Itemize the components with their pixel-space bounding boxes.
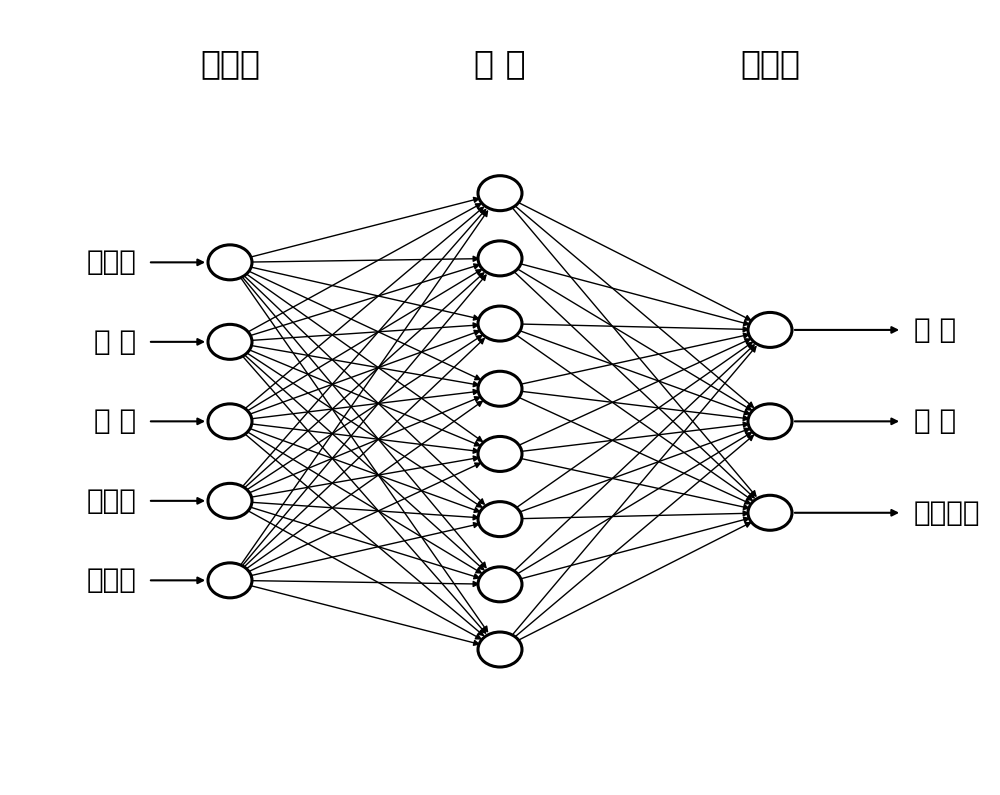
Text: 伸 舌: 伸 舌 <box>914 316 956 344</box>
Text: 标准差: 标准差 <box>86 248 136 277</box>
Text: 卷 舌: 卷 舌 <box>914 407 956 436</box>
Text: 均 值: 均 值 <box>94 328 136 356</box>
Circle shape <box>748 495 792 530</box>
Circle shape <box>208 404 252 439</box>
Circle shape <box>478 502 522 537</box>
Circle shape <box>478 371 522 406</box>
Circle shape <box>478 567 522 602</box>
Text: 隐 层: 隐 层 <box>474 47 526 80</box>
Circle shape <box>478 176 522 211</box>
Circle shape <box>208 245 252 280</box>
Circle shape <box>208 324 252 359</box>
Text: 最小值: 最小值 <box>86 566 136 595</box>
Text: 输入层: 输入层 <box>200 47 260 80</box>
Text: 输出层: 输出层 <box>740 47 800 80</box>
Text: 其他动作: 其他动作 <box>914 498 980 527</box>
Circle shape <box>478 632 522 667</box>
Text: 最大值: 最大值 <box>86 487 136 515</box>
Circle shape <box>478 241 522 276</box>
Circle shape <box>748 404 792 439</box>
Circle shape <box>748 312 792 347</box>
Circle shape <box>478 306 522 341</box>
Circle shape <box>478 436 522 471</box>
Text: 方 差: 方 差 <box>94 407 136 436</box>
Circle shape <box>208 563 252 598</box>
Circle shape <box>208 483 252 518</box>
